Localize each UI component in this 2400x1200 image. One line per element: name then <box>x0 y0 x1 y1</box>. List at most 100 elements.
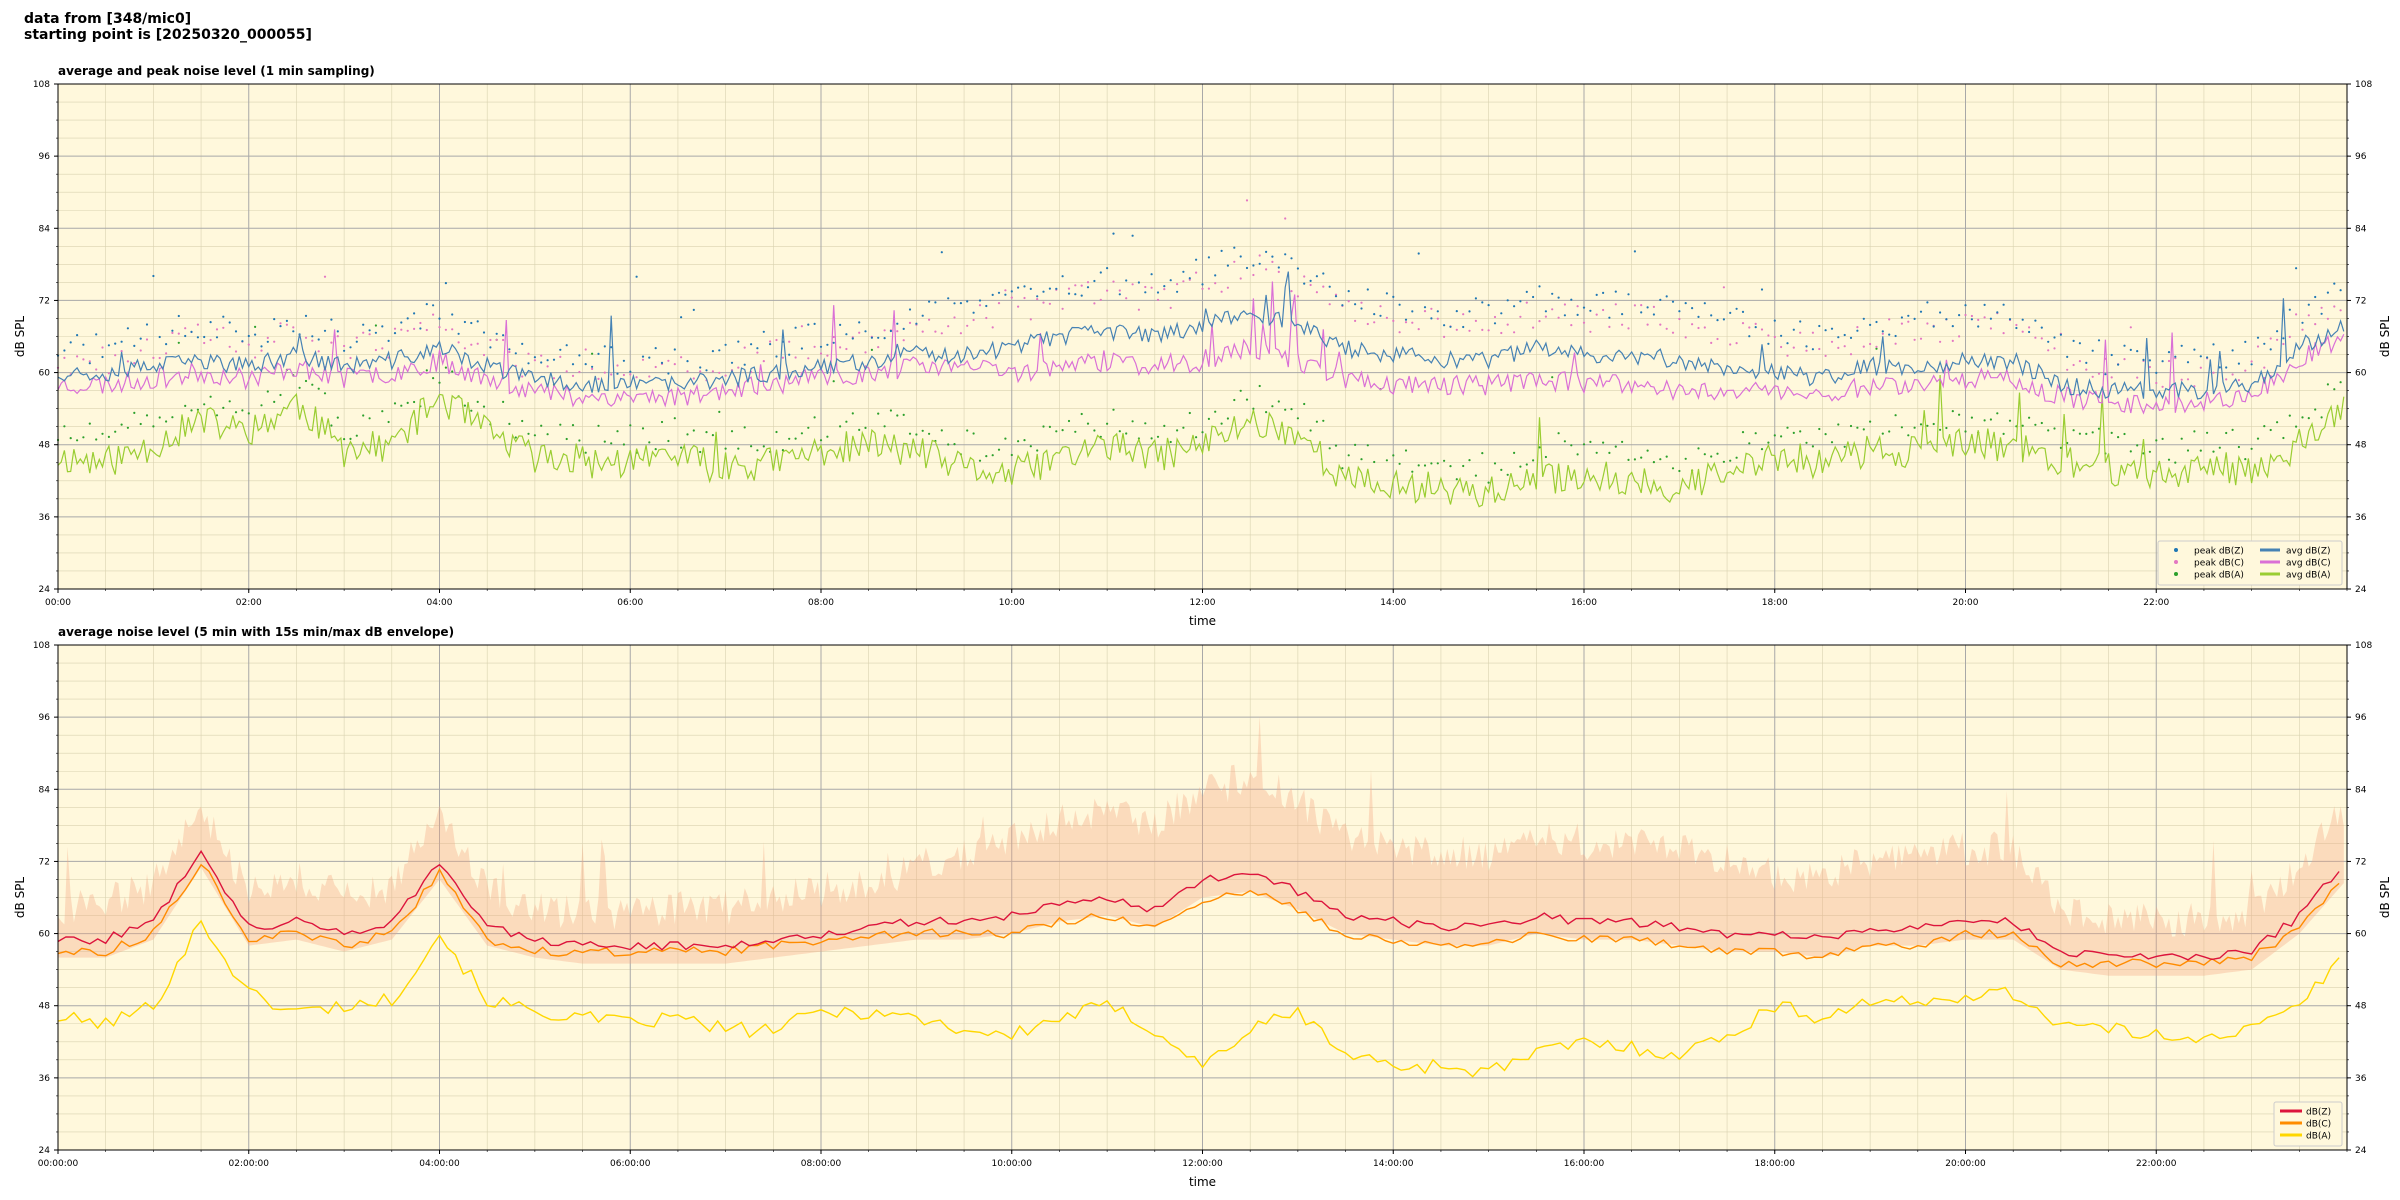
data-point <box>622 443 626 446</box>
data-point <box>1207 256 1210 259</box>
data-point <box>2301 416 2304 419</box>
data-point <box>1627 293 1630 296</box>
data-point <box>1748 335 1751 338</box>
data-point <box>1233 260 1236 263</box>
data-point <box>1659 458 1662 461</box>
data-point <box>1640 311 1643 314</box>
data-point <box>1646 306 1649 309</box>
data-point <box>1392 454 1395 457</box>
data-point <box>1296 295 1299 298</box>
data-point <box>1086 422 1090 425</box>
data-point <box>1245 199 1249 202</box>
data-point <box>2320 416 2323 419</box>
data-point <box>463 320 466 324</box>
data-point <box>807 357 810 360</box>
data-point <box>2307 314 2310 317</box>
data-point <box>419 321 422 325</box>
data-point <box>1017 286 1020 289</box>
data-point <box>1385 316 1388 319</box>
data-point <box>864 351 867 354</box>
data-point <box>260 345 263 348</box>
data-point <box>1862 428 1865 431</box>
data-point <box>1252 407 1255 410</box>
data-point <box>1646 449 1649 452</box>
data-point <box>1290 290 1293 293</box>
data-point <box>883 337 886 340</box>
data-point <box>304 379 308 383</box>
data-point <box>2231 373 2234 376</box>
x-tick-label: 20:00:00 <box>1945 1159 1986 1169</box>
data-point <box>2034 319 2037 322</box>
data-point <box>2002 432 2005 435</box>
data-point <box>1481 301 1484 304</box>
data-point <box>1837 423 1840 426</box>
data-point <box>2136 376 2139 379</box>
data-point <box>1830 441 1834 444</box>
data-point <box>629 424 632 427</box>
data-point <box>1385 292 1388 295</box>
data-point <box>82 436 85 439</box>
data-point <box>1303 275 1306 278</box>
data-point <box>234 350 238 353</box>
data-point <box>2167 458 2171 461</box>
data-point <box>1328 285 1331 288</box>
data-point <box>1932 422 1935 426</box>
y-tick-label: 24 <box>39 1146 51 1156</box>
data-point <box>2186 449 2190 452</box>
data-point <box>266 336 269 339</box>
data-point <box>1773 319 1776 322</box>
data-point <box>896 414 899 417</box>
data-point <box>88 362 91 365</box>
data-point <box>1506 473 1509 476</box>
data-point <box>2199 449 2202 452</box>
data-point <box>1989 317 1992 320</box>
data-point <box>959 302 963 305</box>
data-point <box>2085 368 2088 371</box>
data-point <box>1493 462 1497 465</box>
data-point <box>928 318 931 321</box>
data-point <box>323 392 327 395</box>
data-point <box>311 335 314 338</box>
data-point <box>578 370 581 374</box>
data-point <box>788 340 791 343</box>
data-point <box>400 404 403 407</box>
data-point <box>832 335 835 339</box>
data-point <box>470 321 473 325</box>
data-point <box>800 347 804 350</box>
data-point <box>2282 337 2285 340</box>
data-point <box>800 325 804 328</box>
data-point <box>1513 331 1516 334</box>
data-point <box>1525 301 1528 304</box>
data-point <box>1970 416 1973 419</box>
data-point <box>1671 331 1675 334</box>
data-point <box>1640 304 1643 307</box>
data-point <box>565 370 568 373</box>
data-point <box>234 411 238 414</box>
data-point <box>1621 440 1624 443</box>
data-point <box>680 356 683 359</box>
data-point <box>1551 292 1554 295</box>
data-point <box>1303 282 1306 285</box>
data-point <box>603 440 606 443</box>
data-point <box>1513 451 1516 454</box>
data-point <box>1048 425 1051 428</box>
data-point <box>826 343 829 346</box>
data-point <box>686 433 689 436</box>
data-point <box>1163 285 1166 288</box>
data-point <box>1513 305 1516 308</box>
data-point <box>521 342 524 345</box>
data-point <box>1252 273 1255 277</box>
data-point <box>1595 451 1598 454</box>
data-point <box>1684 302 1687 305</box>
y-tick-label: 108 <box>33 641 50 651</box>
x-tick-label: 18:00 <box>1762 598 1788 608</box>
data-point <box>1176 290 1179 293</box>
data-point <box>317 338 320 341</box>
data-point <box>1652 461 1655 464</box>
data-point <box>1951 339 1954 342</box>
data-point <box>1010 453 1013 457</box>
data-point <box>228 321 231 324</box>
data-point <box>1067 287 1071 290</box>
data-point <box>889 409 893 412</box>
data-point <box>2148 365 2151 369</box>
